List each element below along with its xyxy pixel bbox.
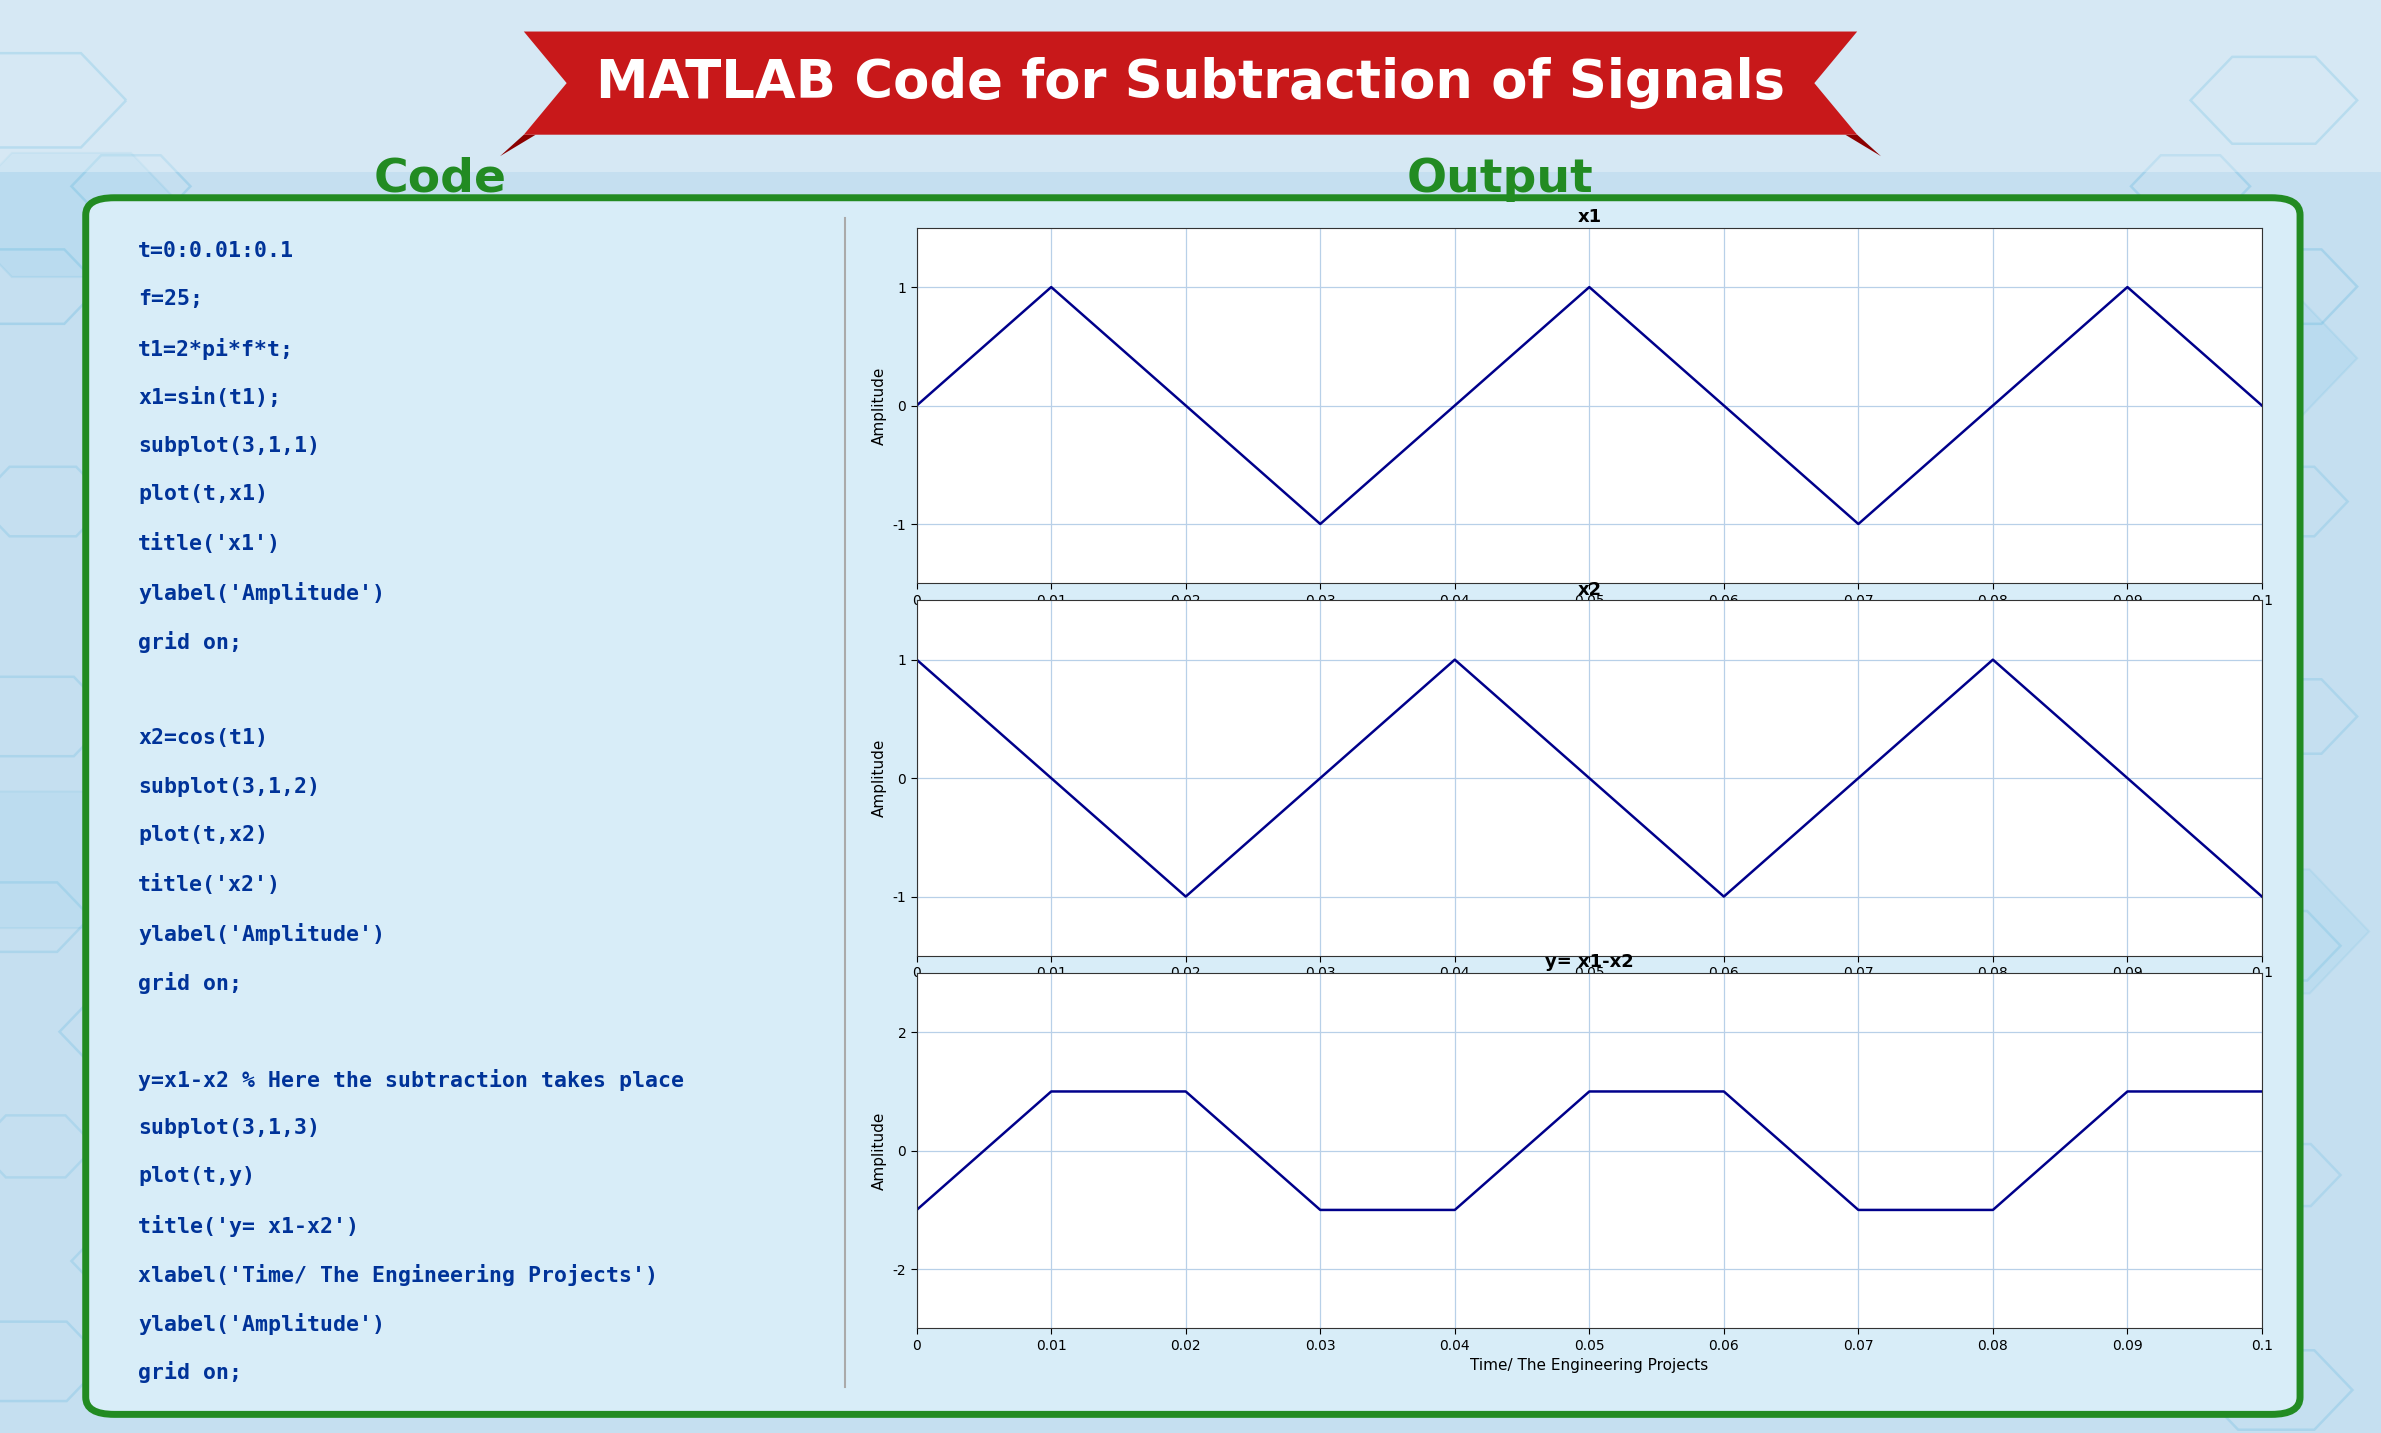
- Polygon shape: [0, 791, 179, 929]
- Text: subplot(3,1,1): subplot(3,1,1): [138, 436, 319, 456]
- Text: subplot(3,1,2): subplot(3,1,2): [138, 777, 319, 797]
- Text: x2=cos(t1): x2=cos(t1): [138, 728, 269, 748]
- Polygon shape: [0, 153, 190, 277]
- Text: Code: Code: [374, 156, 507, 202]
- Text: title('x2'): title('x2'): [138, 874, 281, 896]
- Title: x1: x1: [1576, 208, 1602, 226]
- Text: f=25;: f=25;: [138, 289, 202, 310]
- FancyBboxPatch shape: [86, 198, 2300, 1414]
- X-axis label: Time/ The Engineering Projects: Time/ The Engineering Projects: [1469, 1358, 1710, 1373]
- Text: title('x1'): title('x1'): [138, 533, 281, 555]
- Text: y=x1-x2 % Here the subtraction takes place: y=x1-x2 % Here the subtraction takes pla…: [138, 1069, 683, 1091]
- Text: subplot(3,1,3): subplot(3,1,3): [138, 1118, 319, 1138]
- Text: plot(t,x2): plot(t,x2): [138, 825, 269, 845]
- Text: ylabel('Amplitude'): ylabel('Amplitude'): [138, 1313, 386, 1334]
- Text: x1=sin(t1);: x1=sin(t1);: [138, 387, 281, 408]
- Text: grid on;: grid on;: [138, 631, 243, 652]
- Y-axis label: Amplitude: Amplitude: [871, 367, 888, 444]
- Polygon shape: [2131, 870, 2369, 993]
- Text: ylabel('Amplitude'): ylabel('Amplitude'): [138, 923, 386, 944]
- Polygon shape: [2095, 289, 2357, 427]
- Y-axis label: Amplitude: Amplitude: [871, 739, 888, 817]
- Text: Output: Output: [1407, 156, 1593, 202]
- Text: xlabel('Time/ The Engineering Projects'): xlabel('Time/ The Engineering Projects'): [138, 1264, 657, 1285]
- Polygon shape: [500, 83, 567, 156]
- Y-axis label: Amplitude: Amplitude: [871, 1112, 888, 1189]
- Bar: [0, 0, 2381, 172]
- Text: plot(t,y): plot(t,y): [138, 1166, 255, 1187]
- Title: x2: x2: [1576, 580, 1602, 599]
- Text: t=0:0.01:0.1: t=0:0.01:0.1: [138, 241, 295, 261]
- Text: MATLAB Code for Subtraction of Signals: MATLAB Code for Subtraction of Signals: [595, 57, 1786, 109]
- Polygon shape: [524, 32, 1857, 135]
- Text: grid on;: grid on;: [138, 972, 243, 993]
- Text: plot(t,x1): plot(t,x1): [138, 484, 269, 504]
- Title: y= x1-x2: y= x1-x2: [1545, 953, 1633, 972]
- Text: t1=2*pi*f*t;: t1=2*pi*f*t;: [138, 338, 295, 360]
- Text: grid on;: grid on;: [138, 1361, 243, 1383]
- Polygon shape: [1814, 83, 1881, 156]
- Text: title('y= x1-x2'): title('y= x1-x2'): [138, 1215, 360, 1237]
- Text: ylabel('Amplitude'): ylabel('Amplitude'): [138, 582, 386, 603]
